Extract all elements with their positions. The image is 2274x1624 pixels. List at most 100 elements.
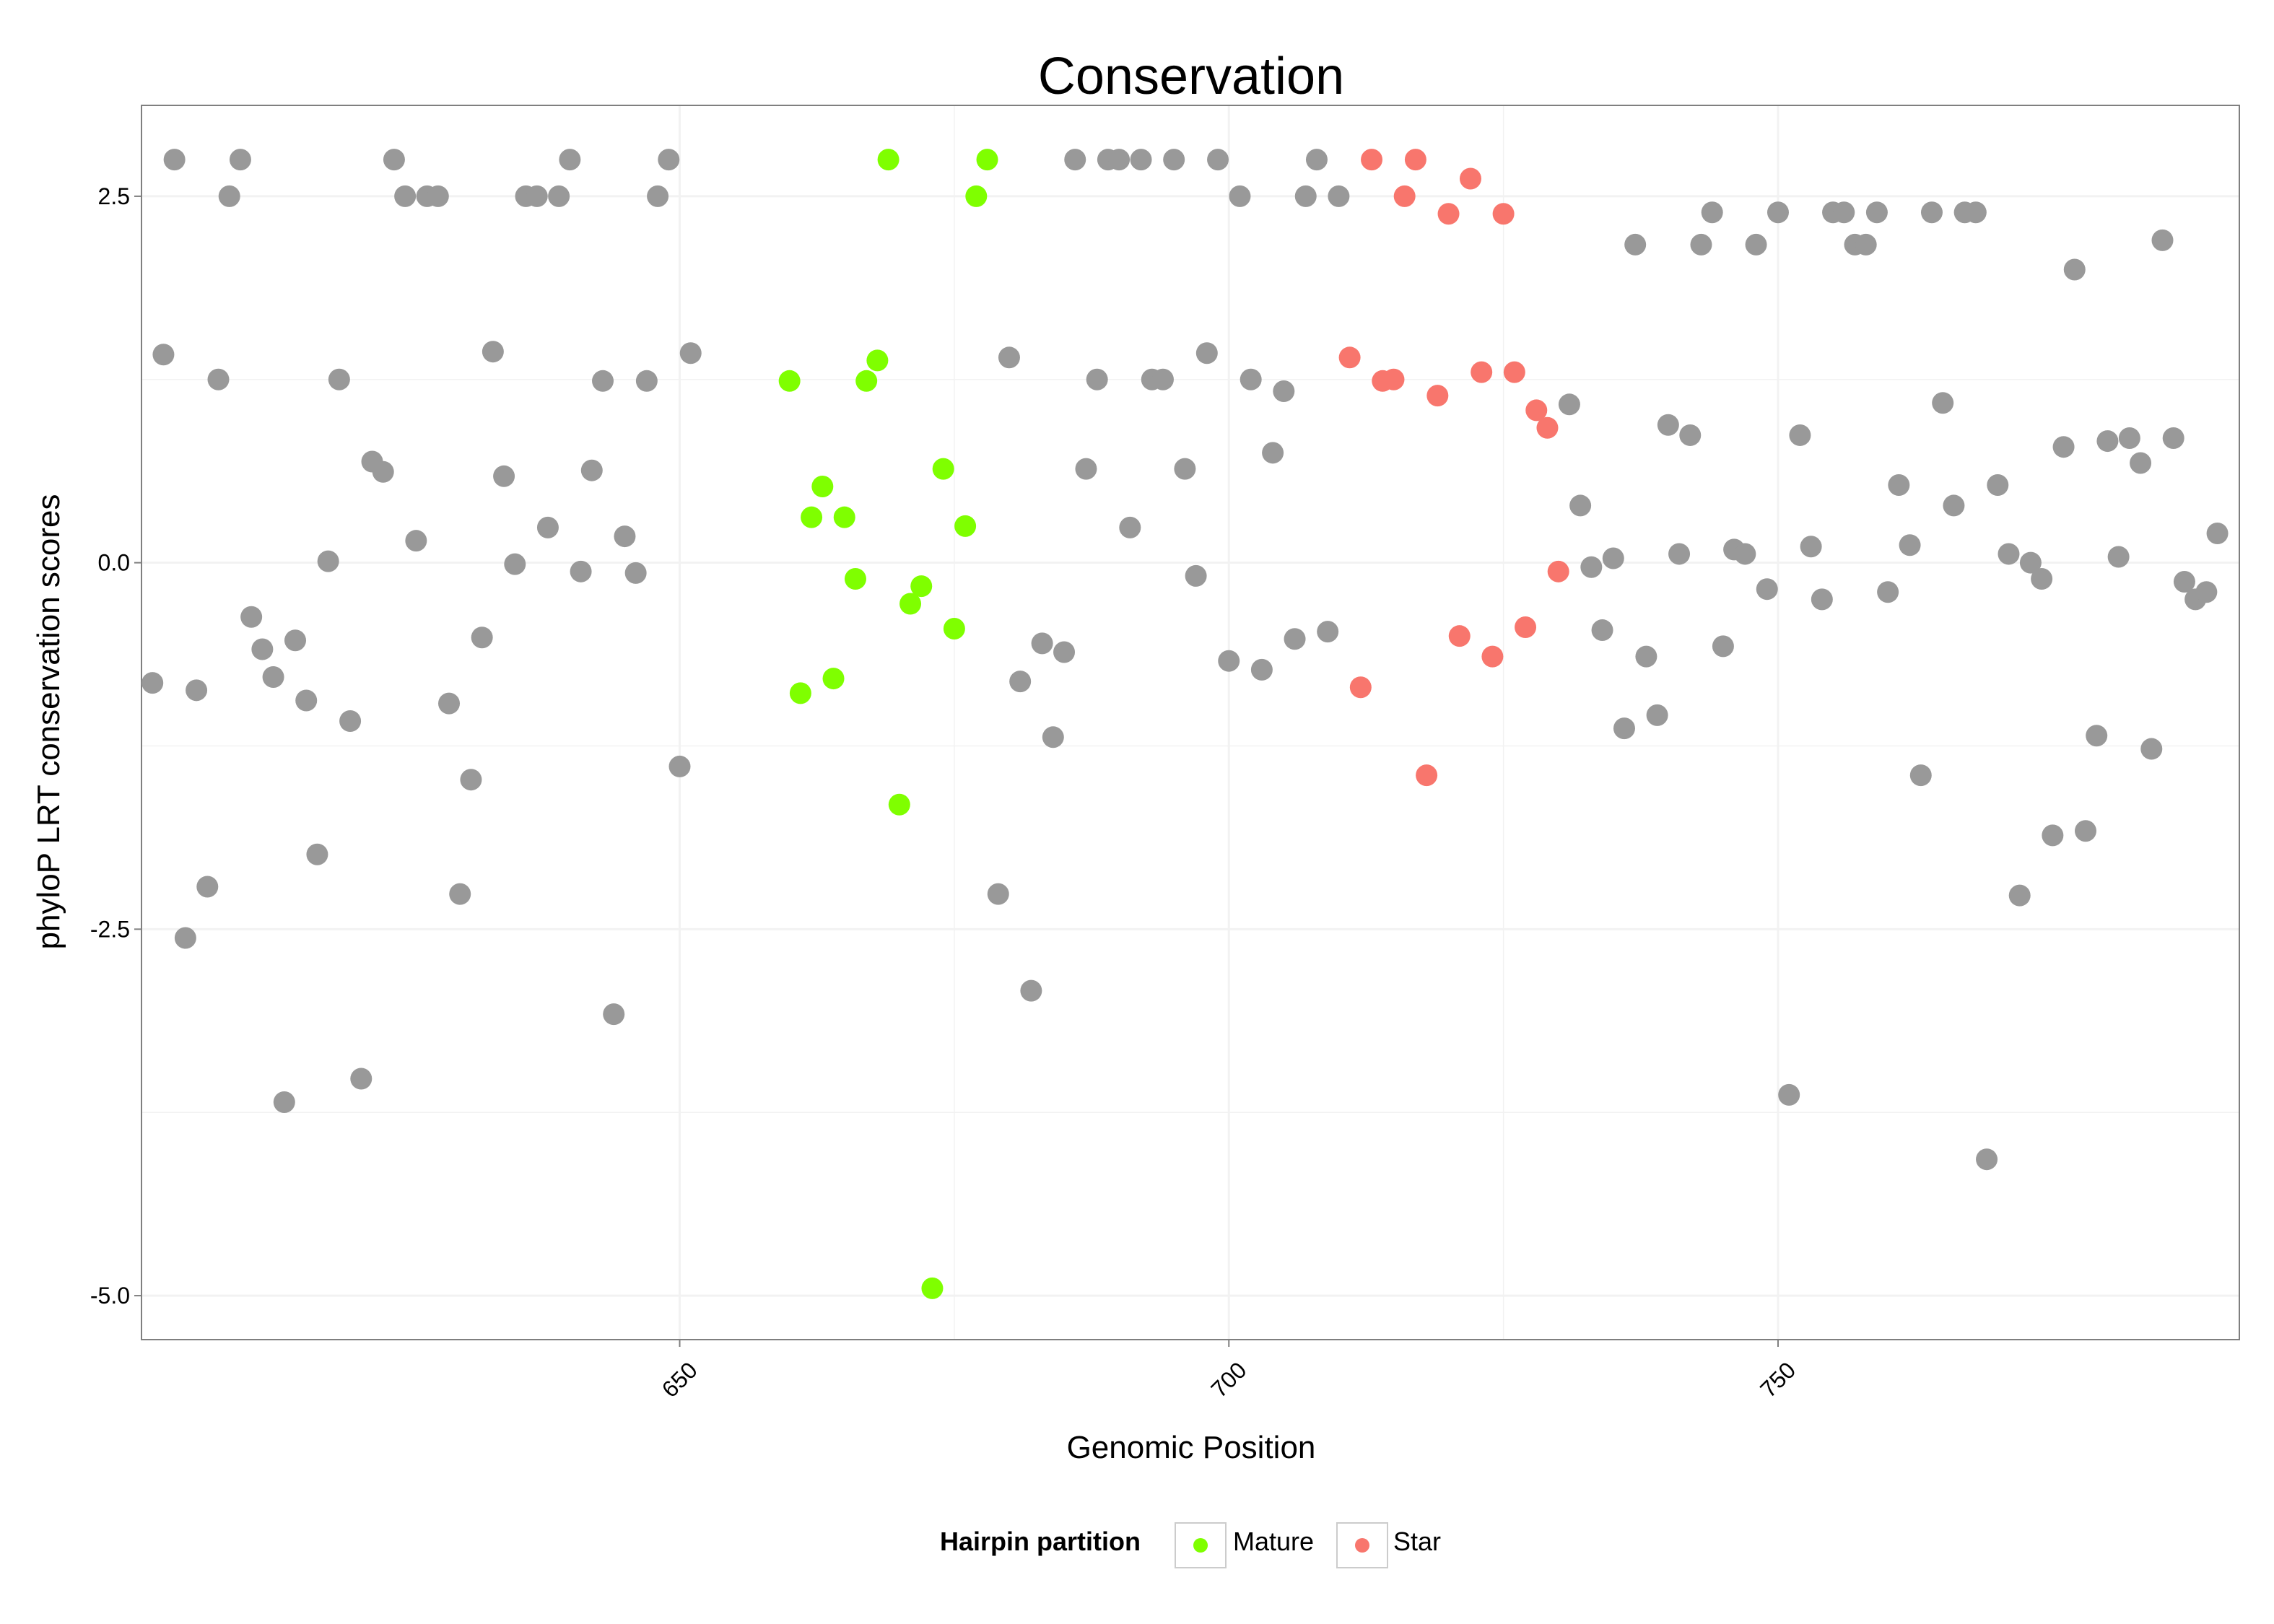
data-point-other: [1163, 149, 1185, 171]
series-other: [141, 149, 2229, 1171]
data-point-other: [1613, 717, 1635, 740]
data-point-other: [1624, 233, 1647, 256]
data-point-other: [1207, 149, 1229, 171]
data-point-other: [658, 149, 680, 171]
data-point-other: [427, 185, 449, 207]
data-point-star: [1437, 203, 1460, 225]
data-point-other: [1305, 149, 1328, 171]
data-point-other: [240, 606, 263, 628]
legend-dot-star: [1355, 1538, 1369, 1553]
data-point-other: [1690, 233, 1712, 256]
data-point-mature: [888, 793, 910, 816]
y-tick-label: 0.0: [98, 550, 130, 576]
data-point-other: [635, 370, 658, 392]
data-point-other: [1909, 764, 1932, 787]
y-axis: 2.5 0.0 -2.5 -5.0: [90, 183, 141, 1309]
data-point-other: [251, 638, 274, 660]
data-point-other: [1800, 536, 1822, 558]
data-point-other: [668, 755, 691, 777]
data-point-other: [372, 460, 394, 483]
data-point-other: [317, 550, 339, 572]
data-point-other: [1174, 458, 1196, 480]
data-point-other: [1920, 201, 1943, 224]
data-point-other: [1964, 201, 1987, 224]
data-point-other: [570, 560, 592, 582]
data-point-other: [2019, 551, 2042, 574]
data-point-other: [2206, 523, 2229, 545]
data-point-other: [141, 672, 164, 694]
data-point-other: [471, 627, 493, 649]
data-point-star: [1448, 625, 1471, 647]
data-point-other: [1778, 1083, 1800, 1106]
data-point-other: [2042, 824, 2064, 847]
data-point-other: [1086, 368, 1108, 390]
data-point-other: [163, 149, 186, 171]
data-point-other: [1240, 368, 1262, 390]
data-point-mature: [943, 618, 965, 640]
data-point-other: [1130, 149, 1152, 171]
data-point-other: [647, 185, 669, 207]
data-point-other: [1569, 494, 1592, 517]
data-point-other: [1855, 233, 1877, 256]
data-point-other: [1701, 201, 1723, 224]
data-point-other: [1020, 979, 1042, 1002]
data-point-other: [2031, 567, 2053, 590]
data-point-other: [559, 149, 581, 171]
data-point-mature: [954, 515, 977, 537]
data-point-other: [1195, 342, 1218, 364]
data-point-star: [1382, 368, 1405, 390]
data-point-other: [2086, 725, 2108, 747]
data-point-star: [1471, 361, 1493, 383]
data-point-other: [394, 185, 417, 207]
data-point-other: [1899, 534, 1921, 556]
data-point-other: [1976, 1148, 1998, 1171]
data-point-star: [1338, 346, 1361, 369]
data-point-other: [1789, 424, 1811, 446]
data-point-other: [1745, 233, 1767, 256]
data-point-other: [207, 368, 230, 390]
data-point-other: [1009, 671, 1032, 693]
data-point-other: [218, 185, 240, 207]
data-point-other: [1833, 201, 1855, 224]
data-point-other: [229, 149, 251, 171]
data-point-other: [383, 149, 405, 171]
data-point-other: [186, 679, 208, 702]
data-point-other: [1317, 621, 1339, 643]
data-point-other: [1185, 564, 1207, 587]
data-point-star: [1515, 616, 1537, 638]
data-point-other: [1284, 628, 1306, 650]
data-point-other: [1712, 635, 1734, 658]
data-point-other: [526, 185, 548, 207]
data-point-other: [1151, 368, 1174, 390]
data-point-other: [262, 666, 284, 689]
data-point-star: [1536, 416, 1559, 439]
data-point-other: [2107, 546, 2130, 568]
data-point-mature: [844, 567, 866, 590]
data-point-star: [1426, 385, 1449, 407]
y-tick-label: 2.5: [98, 183, 130, 209]
data-point-other: [196, 876, 219, 898]
x-axis-title: Genomic Position: [1067, 1430, 1316, 1465]
data-point-other: [1328, 185, 1350, 207]
data-point-other: [1053, 641, 1076, 663]
data-point-other: [339, 710, 362, 732]
data-point-mature: [976, 149, 998, 171]
data-point-other: [624, 562, 647, 584]
data-point-mature: [778, 370, 801, 392]
legend-title: Hairpin partition: [940, 1527, 1141, 1556]
legend-label-mature: Mature: [1233, 1527, 1314, 1556]
data-point-star: [1349, 676, 1372, 699]
data-point-other: [306, 843, 328, 865]
data-point-other: [2140, 738, 2163, 760]
data-point-other: [2008, 884, 2031, 907]
series-mature: [778, 149, 998, 1299]
data-point-other: [2074, 820, 2096, 842]
data-point-star: [1416, 764, 1438, 787]
data-point-other: [2130, 452, 2152, 474]
data-point-star: [1525, 399, 1548, 422]
data-point-other: [1262, 442, 1284, 464]
data-point-other: [1943, 494, 1965, 517]
data-point-other: [2151, 229, 2174, 251]
x-tick-label: 750: [1755, 1357, 1800, 1402]
data-point-other: [548, 185, 570, 207]
